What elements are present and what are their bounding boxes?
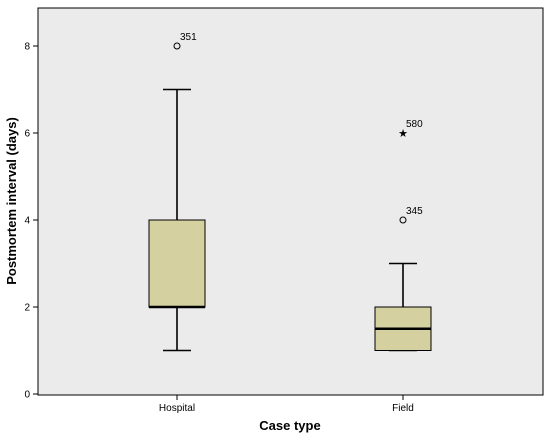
boxes-group: 351 ★580 345 [148,32,432,352]
plot-area [37,7,544,396]
y-tick-label: 8 [24,42,30,53]
outlier-circle [399,216,407,224]
y-tick-label: 4 [24,216,30,227]
y-tick-label: 2 [24,303,30,314]
y-tick-label: 6 [24,129,30,140]
x-axis-title: Case type [259,418,320,433]
x-axis: Hospital Field [159,395,414,414]
y-tick-label: 0 [24,390,30,401]
box-hospital: 351 [148,32,206,352]
outlier-label: 345 [406,206,423,217]
iqr-box [148,219,206,308]
box-field: ★580 345 [374,119,432,352]
x-tick-label: Hospital [159,403,195,414]
extreme-outlier-star: ★ [398,127,408,140]
y-axis: 0 2 4 6 8 [24,42,38,401]
outlier-circle [173,42,181,50]
y-axis-title: Postmortem interval (days) [4,117,19,285]
x-tick-label: Field [392,403,414,414]
outlier-label: 351 [180,32,197,43]
outlier-label: 580 [406,119,423,130]
